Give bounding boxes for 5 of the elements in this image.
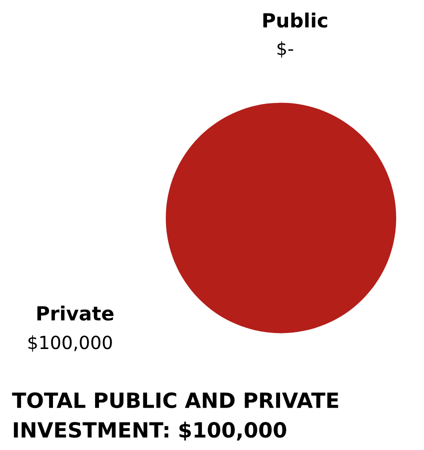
slice-label: Private <box>37 306 114 321</box>
text: $- <box>277 41 294 58</box>
text: TOTAL PUBLIC AND PRIVATE INVESTMENT: $100,000 <box>12 392 338 441</box>
category-label: Public <box>263 12 328 28</box>
data-label: $100,000 <box>28 335 112 352</box>
